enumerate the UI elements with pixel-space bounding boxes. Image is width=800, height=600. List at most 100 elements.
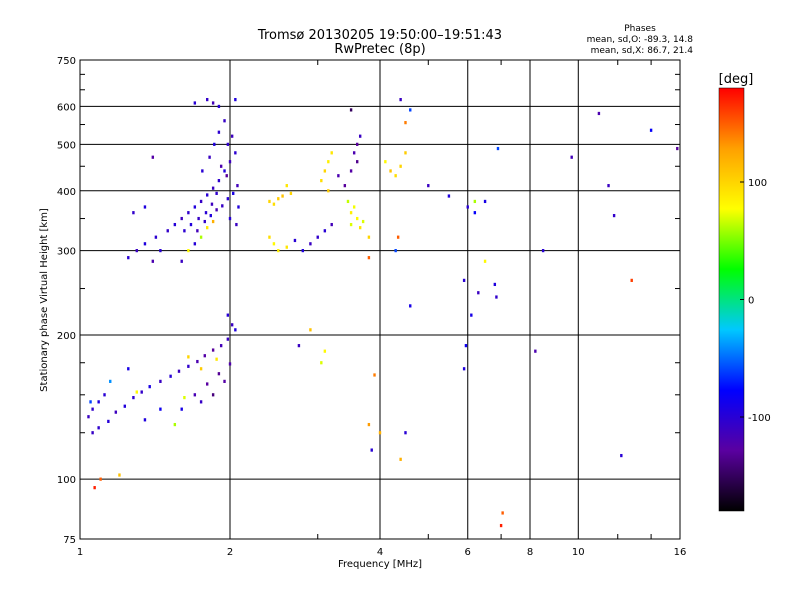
y-tick-label: 400 xyxy=(57,187,76,198)
data-point xyxy=(201,169,204,173)
data-point xyxy=(399,97,402,102)
stats-block: Phases mean, sd,O: -89.3, 14.8 mean, sd,… xyxy=(587,24,694,56)
data-point xyxy=(234,328,237,332)
data-point xyxy=(534,349,537,353)
data-point xyxy=(355,216,359,221)
data-point xyxy=(199,235,203,239)
data-point xyxy=(473,211,477,215)
data-point xyxy=(114,410,118,414)
y-axis-label: Stationary phase Virtual Height [km] xyxy=(39,208,50,392)
data-point xyxy=(211,348,215,352)
data-point xyxy=(123,404,126,408)
data-point xyxy=(143,242,147,246)
data-point xyxy=(358,134,362,138)
data-point xyxy=(496,146,500,151)
data-point xyxy=(235,222,238,227)
colorbar-gradient xyxy=(718,87,745,512)
data-point xyxy=(320,179,323,183)
data-point xyxy=(389,169,392,173)
data-point xyxy=(399,164,402,168)
data-point xyxy=(473,199,477,204)
data-point xyxy=(327,160,330,164)
data-point xyxy=(199,199,203,204)
data-point xyxy=(495,295,498,299)
data-point xyxy=(570,155,573,159)
stats-x-line: mean, sd,X: 86.7, 21.4 xyxy=(591,46,694,56)
data-point xyxy=(349,108,353,112)
plot-frame xyxy=(79,59,681,540)
data-point xyxy=(232,191,235,195)
data-point xyxy=(215,208,218,212)
data-point xyxy=(649,128,653,132)
data-point xyxy=(205,193,209,197)
data-point xyxy=(118,473,121,477)
data-point xyxy=(135,390,138,394)
data-point xyxy=(323,229,327,233)
data-point xyxy=(211,101,215,105)
data-point xyxy=(323,349,327,353)
x-tick-label: 1 xyxy=(77,547,83,558)
data-point xyxy=(93,486,96,490)
data-point xyxy=(285,245,288,249)
data-point xyxy=(223,379,226,383)
title-block: Tromsø 20130205 19:50:00–19:51:43 RwPret… xyxy=(257,28,502,57)
data-point xyxy=(210,202,214,206)
data-point xyxy=(349,222,353,227)
data-point xyxy=(597,111,601,116)
data-point xyxy=(630,278,633,282)
data-point xyxy=(183,229,186,233)
chart-subtitle: RwPretec (8p) xyxy=(334,42,425,57)
data-point xyxy=(159,249,162,253)
data-point xyxy=(301,249,305,253)
minor-ticks xyxy=(80,60,680,539)
data-point xyxy=(404,151,407,155)
data-point xyxy=(99,477,102,481)
data-point xyxy=(447,194,451,198)
data-point xyxy=(396,235,400,239)
data-point xyxy=(236,184,239,188)
x-tick-labels: 1 2 4 6 8 10 16 xyxy=(77,547,687,558)
stats-o-line: mean, sd,O: -89.3, 14.8 xyxy=(587,35,694,45)
data-point xyxy=(173,422,177,427)
data-point xyxy=(187,364,190,368)
data-point xyxy=(219,164,223,168)
data-point xyxy=(343,184,347,188)
data-point xyxy=(217,104,221,109)
data-point xyxy=(217,130,221,134)
data-point xyxy=(230,134,234,138)
data-point xyxy=(541,249,545,253)
data-point xyxy=(370,448,373,452)
data-point xyxy=(358,226,362,230)
data-point xyxy=(272,242,276,246)
data-point xyxy=(330,151,333,155)
data-point xyxy=(193,242,197,246)
data-point xyxy=(230,323,234,327)
data-point xyxy=(159,407,162,411)
data-point xyxy=(327,189,330,193)
data-point xyxy=(404,431,407,435)
y-tick-label: 100 xyxy=(57,475,76,486)
grid-lines xyxy=(80,60,680,539)
data-point xyxy=(180,407,183,411)
data-point xyxy=(196,229,199,233)
data-point xyxy=(204,211,208,215)
data-point xyxy=(349,169,353,173)
x-tick-label: 4 xyxy=(377,547,383,558)
data-point xyxy=(91,431,94,435)
data-point xyxy=(367,422,371,427)
data-point xyxy=(464,344,468,348)
colorbar-ticks: 100 0 -100 xyxy=(740,178,771,424)
y-tick-label: 750 xyxy=(57,56,76,67)
data-point xyxy=(612,213,616,218)
data-point xyxy=(211,219,215,224)
data-point xyxy=(309,242,312,246)
data-point xyxy=(409,304,412,308)
data-point xyxy=(223,119,226,123)
data-point xyxy=(208,155,211,159)
colorbar-tick-label: -100 xyxy=(748,413,771,424)
data-point xyxy=(143,205,147,209)
data-point xyxy=(140,390,143,394)
data-point xyxy=(213,142,216,146)
data-point xyxy=(367,235,371,239)
